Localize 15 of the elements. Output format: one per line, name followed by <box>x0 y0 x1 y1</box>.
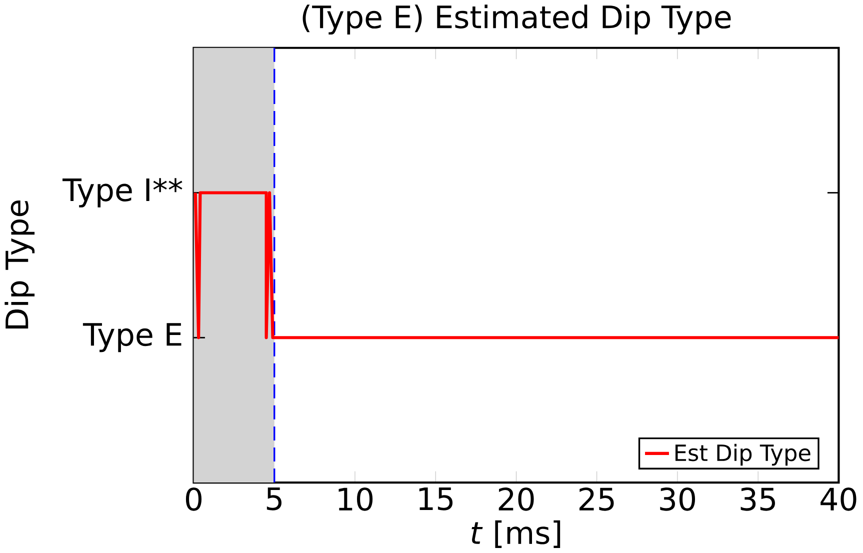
x-tick-label: 20 <box>498 488 534 511</box>
x-axis-title: t [ms] <box>472 520 560 548</box>
x-tick-label: 40 <box>820 488 856 511</box>
x-tick-label: 35 <box>740 488 775 511</box>
text: Type I** <box>62 178 182 208</box>
y-axis-title: Dip Type <box>4 200 35 329</box>
chart-title: (Type E) Estimated Dip Type <box>302 4 731 35</box>
x-tick-label: 30 <box>660 488 696 511</box>
x-tick-label: 15 <box>419 488 453 511</box>
x-tick-label: 5 <box>266 488 282 511</box>
x-tick-label: 0 <box>186 488 202 511</box>
x-tick-label: 25 <box>579 488 614 511</box>
legend-label: Est Dip Type <box>676 444 810 466</box>
text: Type E <box>82 323 182 352</box>
x-tick-label: 10 <box>338 488 373 511</box>
